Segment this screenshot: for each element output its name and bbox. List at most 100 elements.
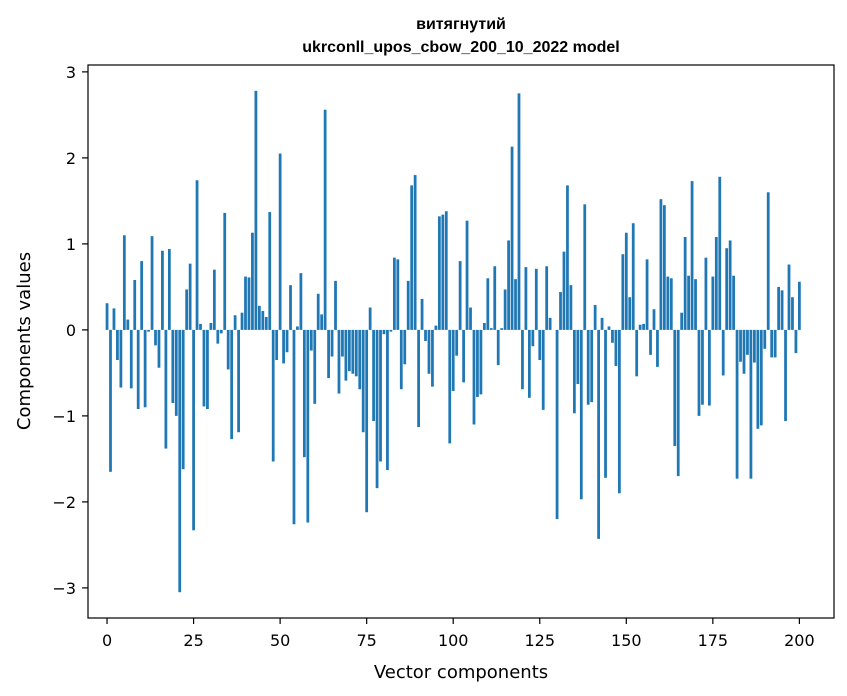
bar <box>437 216 441 330</box>
bar <box>372 329 375 422</box>
bar <box>604 329 607 478</box>
bar <box>251 232 254 330</box>
bar <box>185 289 189 330</box>
bar <box>458 261 462 330</box>
bar <box>524 267 528 330</box>
bar <box>759 329 763 426</box>
bar <box>206 329 209 410</box>
x-axis-ticks: 0 25 50 75 100 125 150 175 200 <box>102 618 815 650</box>
bar <box>624 232 628 330</box>
x-tick-label: 125 <box>524 631 555 650</box>
bar <box>448 329 452 444</box>
bar <box>167 249 171 330</box>
bar <box>680 312 684 330</box>
bar <box>690 181 694 330</box>
bar <box>521 329 524 390</box>
bar <box>133 280 137 330</box>
bar <box>666 276 670 330</box>
bar <box>451 329 455 391</box>
bar <box>770 329 774 358</box>
x-tick-label: 0 <box>102 631 112 650</box>
bar <box>611 329 614 343</box>
bar <box>527 329 531 398</box>
bar <box>718 176 722 330</box>
bar <box>694 279 697 330</box>
bar <box>375 329 379 489</box>
bar <box>773 329 777 358</box>
chart-title-line2: ukrconll_upos_cbow_200_10_2022 model <box>302 39 619 56</box>
bar <box>628 297 632 330</box>
bar <box>278 153 282 330</box>
bar <box>746 329 749 355</box>
bar <box>572 329 576 414</box>
bar <box>728 240 732 330</box>
bar <box>555 329 559 520</box>
bar <box>389 329 393 332</box>
bar <box>244 276 247 330</box>
bar <box>455 329 459 356</box>
bar <box>590 329 594 403</box>
bar <box>122 235 126 330</box>
bar <box>642 323 645 330</box>
x-tick-label: 100 <box>438 631 469 650</box>
bar <box>347 329 351 372</box>
bar <box>701 329 704 405</box>
bar <box>341 329 344 357</box>
bar <box>209 323 213 330</box>
bar <box>417 329 420 428</box>
bar <box>607 326 611 330</box>
bar <box>410 185 414 330</box>
bar <box>181 329 185 470</box>
bar <box>216 329 220 344</box>
bar <box>327 329 330 379</box>
bar <box>299 273 303 330</box>
bar <box>226 329 230 370</box>
bar <box>264 316 268 330</box>
bar <box>285 329 289 353</box>
bar <box>427 329 431 374</box>
bar <box>777 286 780 330</box>
bar <box>517 93 521 330</box>
y-tick-label: 0 <box>66 321 76 340</box>
bar <box>683 237 687 330</box>
y-axis-ticks: −3 −2 −1 0 1 2 3 <box>52 63 88 598</box>
bar <box>219 329 223 334</box>
bar <box>129 329 133 389</box>
bar <box>354 329 358 377</box>
bar <box>638 324 642 330</box>
bar <box>617 329 621 494</box>
bar <box>566 185 569 330</box>
bar <box>282 329 285 364</box>
y-tick-label: −3 <box>52 579 76 598</box>
bar <box>794 329 798 354</box>
bar <box>631 223 635 330</box>
bar <box>662 205 666 330</box>
bar <box>496 329 500 366</box>
bar <box>136 329 140 410</box>
bar <box>424 329 427 342</box>
bars-group <box>105 90 801 593</box>
bar <box>583 204 587 330</box>
bar <box>576 329 580 385</box>
bar <box>441 214 445 330</box>
bar <box>780 290 784 330</box>
bar <box>323 109 327 330</box>
x-tick-label: 200 <box>784 631 815 650</box>
bar <box>735 329 739 479</box>
bar <box>465 220 469 330</box>
bar <box>358 329 362 390</box>
y-tick-label: 2 <box>66 149 76 168</box>
bar <box>472 329 476 425</box>
bar <box>292 329 296 525</box>
bar <box>766 192 770 330</box>
bar <box>489 328 493 330</box>
bar <box>420 298 424 330</box>
bar <box>600 317 604 330</box>
bar <box>711 276 715 330</box>
bar <box>161 250 164 330</box>
bar <box>645 259 649 330</box>
bar <box>787 264 791 330</box>
bar <box>444 211 448 330</box>
bar <box>202 329 206 407</box>
